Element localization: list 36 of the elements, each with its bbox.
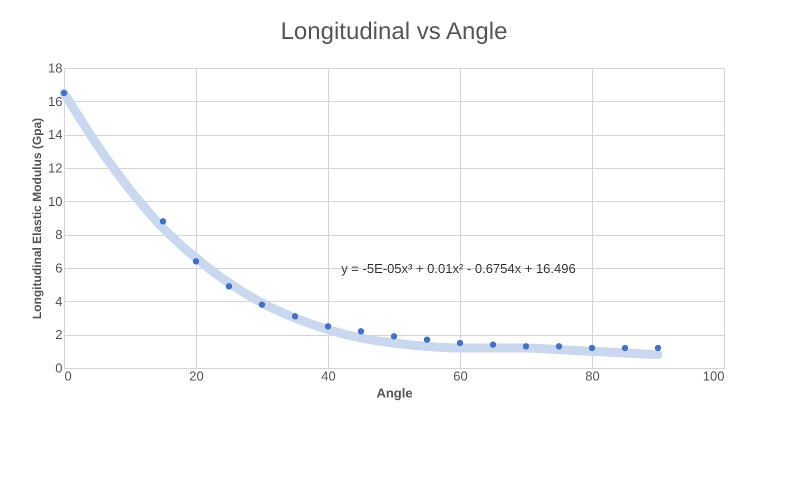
- point: [358, 328, 364, 334]
- x-tick-label: 60: [453, 368, 468, 384]
- annotation: y = -5E-05x³ + 0.01x² - 0.6754x + 16.496: [341, 261, 576, 276]
- x-tick-label: 100: [702, 368, 724, 384]
- y-tick-label: 2: [55, 327, 62, 342]
- y-tick-label: 4: [55, 294, 62, 309]
- point: [160, 218, 166, 224]
- y-tick-label: 6: [55, 260, 62, 276]
- y-tick-label: 18: [48, 60, 62, 76]
- point: [490, 342, 496, 348]
- x-tick-label: 80: [585, 368, 600, 384]
- y-tick-label: 8: [55, 227, 62, 242]
- y-tick-label: 16: [48, 94, 62, 109]
- point: [390, 333, 398, 340]
- y-tick-label: 12: [48, 160, 62, 176]
- x-tick-label: 20: [189, 368, 204, 384]
- y-tick-label: 14: [48, 127, 62, 142]
- y-tick-label: 10: [48, 194, 62, 209]
- point: [226, 283, 232, 290]
- point: [192, 258, 200, 264]
- y-axis-title: Longitudinal Elastic Modulus (Gpa): [30, 118, 44, 320]
- chart-title: Longitudinal vs Angle: [280, 18, 508, 45]
- point: [588, 344, 596, 352]
- point: [424, 336, 430, 343]
- x-tick-label: 0: [64, 368, 72, 384]
- point: [292, 313, 298, 320]
- point: [654, 344, 662, 352]
- point: [456, 340, 464, 346]
- point: [324, 323, 332, 330]
- point: [60, 90, 68, 96]
- point: [622, 344, 628, 352]
- point: [556, 343, 562, 350]
- point: [258, 302, 266, 308]
- x-tick-label: 40: [321, 368, 336, 384]
- x-axis-title: Angle: [376, 386, 413, 400]
- point: [522, 343, 530, 350]
